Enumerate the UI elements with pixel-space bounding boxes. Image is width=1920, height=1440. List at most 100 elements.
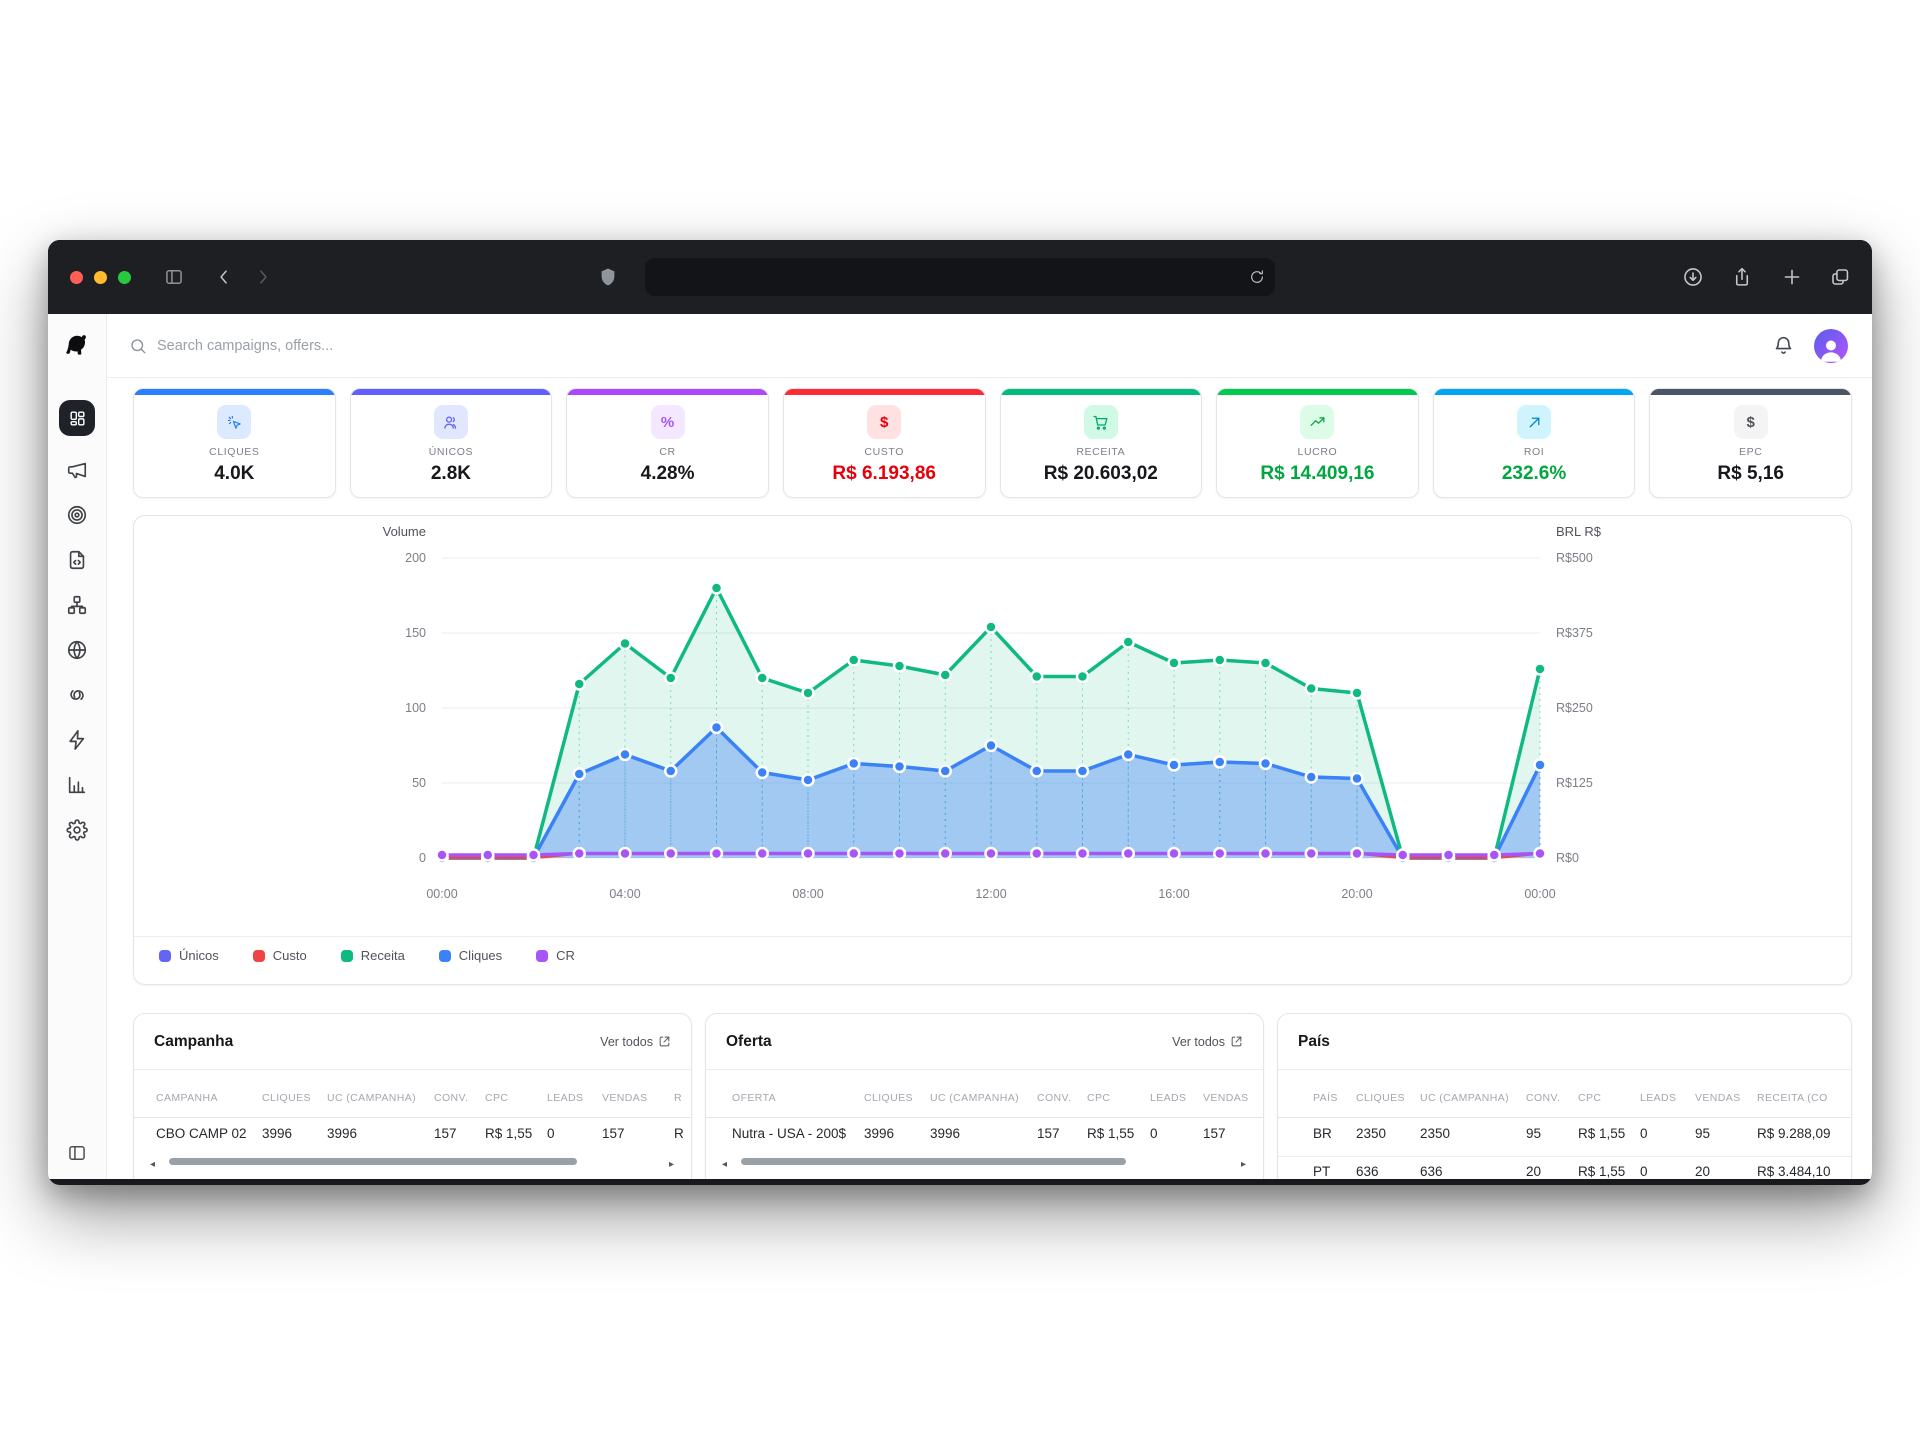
sidebar-item-link[interactable] [66, 684, 88, 706]
sidebar-item-target[interactable] [66, 504, 88, 526]
legend-item-cliques[interactable]: Cliques [438, 948, 502, 963]
table-cell: 2350 [1420, 1126, 1451, 1141]
table-cell: R$ 9.288,09 [1757, 1126, 1831, 1141]
kpi-value: R$ 20.603,02 [1043, 463, 1158, 484]
app-header [107, 314, 1872, 378]
table-cell: 157 [1203, 1126, 1226, 1141]
cursor-click-icon [217, 405, 252, 439]
sidebar-item-zap[interactable] [66, 729, 88, 751]
legend-item-custo[interactable]: Custo [252, 948, 307, 963]
kpi-card-lucro[interactable]: LUCRO R$ 14.409,16 [1216, 388, 1419, 498]
new-tab-icon[interactable] [1782, 267, 1803, 288]
kpi-value: 4.28% [640, 463, 695, 484]
avatar[interactable] [1814, 328, 1848, 363]
kpi-label: CUSTO [864, 446, 904, 458]
table-cell: R$ 3.484,10 [1757, 1164, 1831, 1179]
sidebar-item-sitemap[interactable] [66, 594, 88, 616]
kpi-label: CLIQUES [209, 446, 260, 458]
table-cell: 636 [1420, 1164, 1443, 1179]
close-window-button[interactable] [70, 271, 83, 284]
sidebar-item-gear[interactable] [66, 819, 88, 841]
kpi-card-cliques[interactable]: CLIQUES 4.0K [133, 388, 336, 498]
kpi-card-receita[interactable]: RECEITA R$ 20.603,02 [999, 388, 1203, 498]
table-cell: 20 [1526, 1164, 1542, 1179]
table-column-header: PAÍS [1313, 1092, 1338, 1104]
kpi-card-epc[interactable]: $ EPC R$ 5,16 [1649, 388, 1852, 498]
table-cell: 95 [1526, 1126, 1542, 1141]
kpi-row: CLIQUES 4.0K ÚNICOS 2.8K% CR 4.28% $ CUSTO R$ 6.… [133, 388, 1852, 498]
table-cell: 0 [1640, 1164, 1648, 1179]
app-main: CLIQUES 4.0K ÚNICOS 2.8K% CR 4.28% $ CUSTO R$ 6.… [107, 314, 1872, 1179]
dollar-icon: $ [867, 405, 902, 439]
sidebar-item-bar-chart[interactable] [66, 774, 88, 796]
table-title: País [1298, 1032, 1330, 1050]
download-icon[interactable] [1683, 267, 1704, 288]
cart-icon [1083, 405, 1118, 439]
kpi-card-cr[interactable]: % CR 4.28% [566, 388, 769, 498]
bell-icon[interactable] [1773, 335, 1794, 356]
sidebar-item-globe[interactable] [66, 639, 88, 661]
table-cell: 95 [1695, 1126, 1711, 1141]
table-column-header: CLIQUES [262, 1092, 311, 1104]
kpi-card-roi[interactable]: ROI 232.6% [1432, 388, 1636, 498]
legend-label: Receita [360, 948, 405, 963]
horizontal-scrollbar[interactable] [741, 1158, 1126, 1165]
sidebar-item-megaphone[interactable] [66, 459, 88, 481]
table-column-header: UC (CAMPANHA) [327, 1092, 417, 1104]
svg-text:BRL R$: BRL R$ [1556, 524, 1602, 539]
table-card-campanha: Campanha Ver todos CAMPANHA CLIQUES UC (CAM… [133, 1013, 692, 1179]
app-logo[interactable] [48, 314, 106, 378]
kpi-card-custo[interactable]: $ CUSTO R$ 6.193,86 [782, 388, 986, 498]
chart-legend: Únicos Custo Receita Cliques CR [159, 948, 575, 963]
table-cell: 157 [602, 1126, 625, 1141]
scroll-left-arrow[interactable]: ◂ [150, 1159, 156, 1170]
sidebar-item-grid[interactable] [59, 400, 95, 436]
sidebar-toggle-icon[interactable] [164, 267, 184, 287]
scroll-right-arrow[interactable]: ▸ [1241, 1159, 1247, 1170]
kpi-accent-bar [1650, 389, 1851, 395]
forward-icon[interactable] [253, 267, 273, 287]
legend-item-únicos[interactable]: Únicos [159, 948, 219, 963]
horizontal-scrollbar[interactable] [169, 1158, 577, 1165]
reload-icon[interactable] [1249, 269, 1265, 285]
kpi-label: ROI [1523, 446, 1545, 458]
search-input[interactable] [157, 337, 497, 354]
table-column-header: CPC [1578, 1092, 1602, 1104]
ver-todos-link[interactable]: Ver todos [600, 1035, 671, 1049]
kpi-value: 232.6% [1501, 463, 1567, 484]
table-column-header: CONV. [434, 1092, 469, 1104]
ver-todos-link[interactable]: Ver todos [1172, 1035, 1243, 1049]
kpi-value: 4.0K [214, 463, 255, 484]
address-bar[interactable] [645, 258, 1275, 296]
svg-text:100: 100 [405, 701, 426, 715]
kpi-value: R$ 5,16 [1717, 463, 1784, 484]
sidebar-collapse-button[interactable] [67, 1143, 87, 1163]
table-cell: R$ 1,55 [485, 1126, 533, 1141]
scroll-left-arrow[interactable]: ◂ [722, 1159, 728, 1170]
kpi-label: EPC [1738, 446, 1763, 458]
table-cell: 0 [1150, 1126, 1158, 1141]
tab-overview-icon[interactable] [1830, 267, 1851, 288]
table-title: Oferta [726, 1032, 772, 1050]
kpi-accent-bar [1000, 389, 1202, 395]
sidebar-item-file-code[interactable] [66, 549, 88, 571]
legend-item-receita[interactable]: Receita [340, 948, 405, 963]
legend-label: CR [556, 948, 575, 963]
legend-swatch [252, 949, 265, 962]
legend-item-cr[interactable]: CR [536, 948, 575, 963]
search-bar [129, 337, 497, 355]
legend-divider [134, 936, 1851, 937]
legend-swatch [536, 949, 549, 962]
app-sidebar [48, 314, 107, 1179]
minimize-window-button[interactable] [94, 271, 107, 284]
zoom-window-button[interactable] [118, 271, 131, 284]
svg-text:R$125: R$125 [1556, 776, 1593, 790]
table-column-header: VENDAS [1203, 1092, 1249, 1104]
scroll-right-arrow[interactable]: ▸ [669, 1159, 675, 1170]
kpi-card-únicos[interactable]: ÚNICOS 2.8K [349, 388, 553, 498]
table-cell: R$ 1,55 [1578, 1126, 1626, 1141]
back-icon[interactable] [214, 267, 234, 287]
share-icon[interactable] [1732, 267, 1753, 288]
table-card-pais: País PAÍS CLIQUES UC (CAMPANHA) CONV. CPC LEAD… [1277, 1013, 1852, 1179]
table-cell: CBO CAMP 02 [156, 1126, 247, 1141]
